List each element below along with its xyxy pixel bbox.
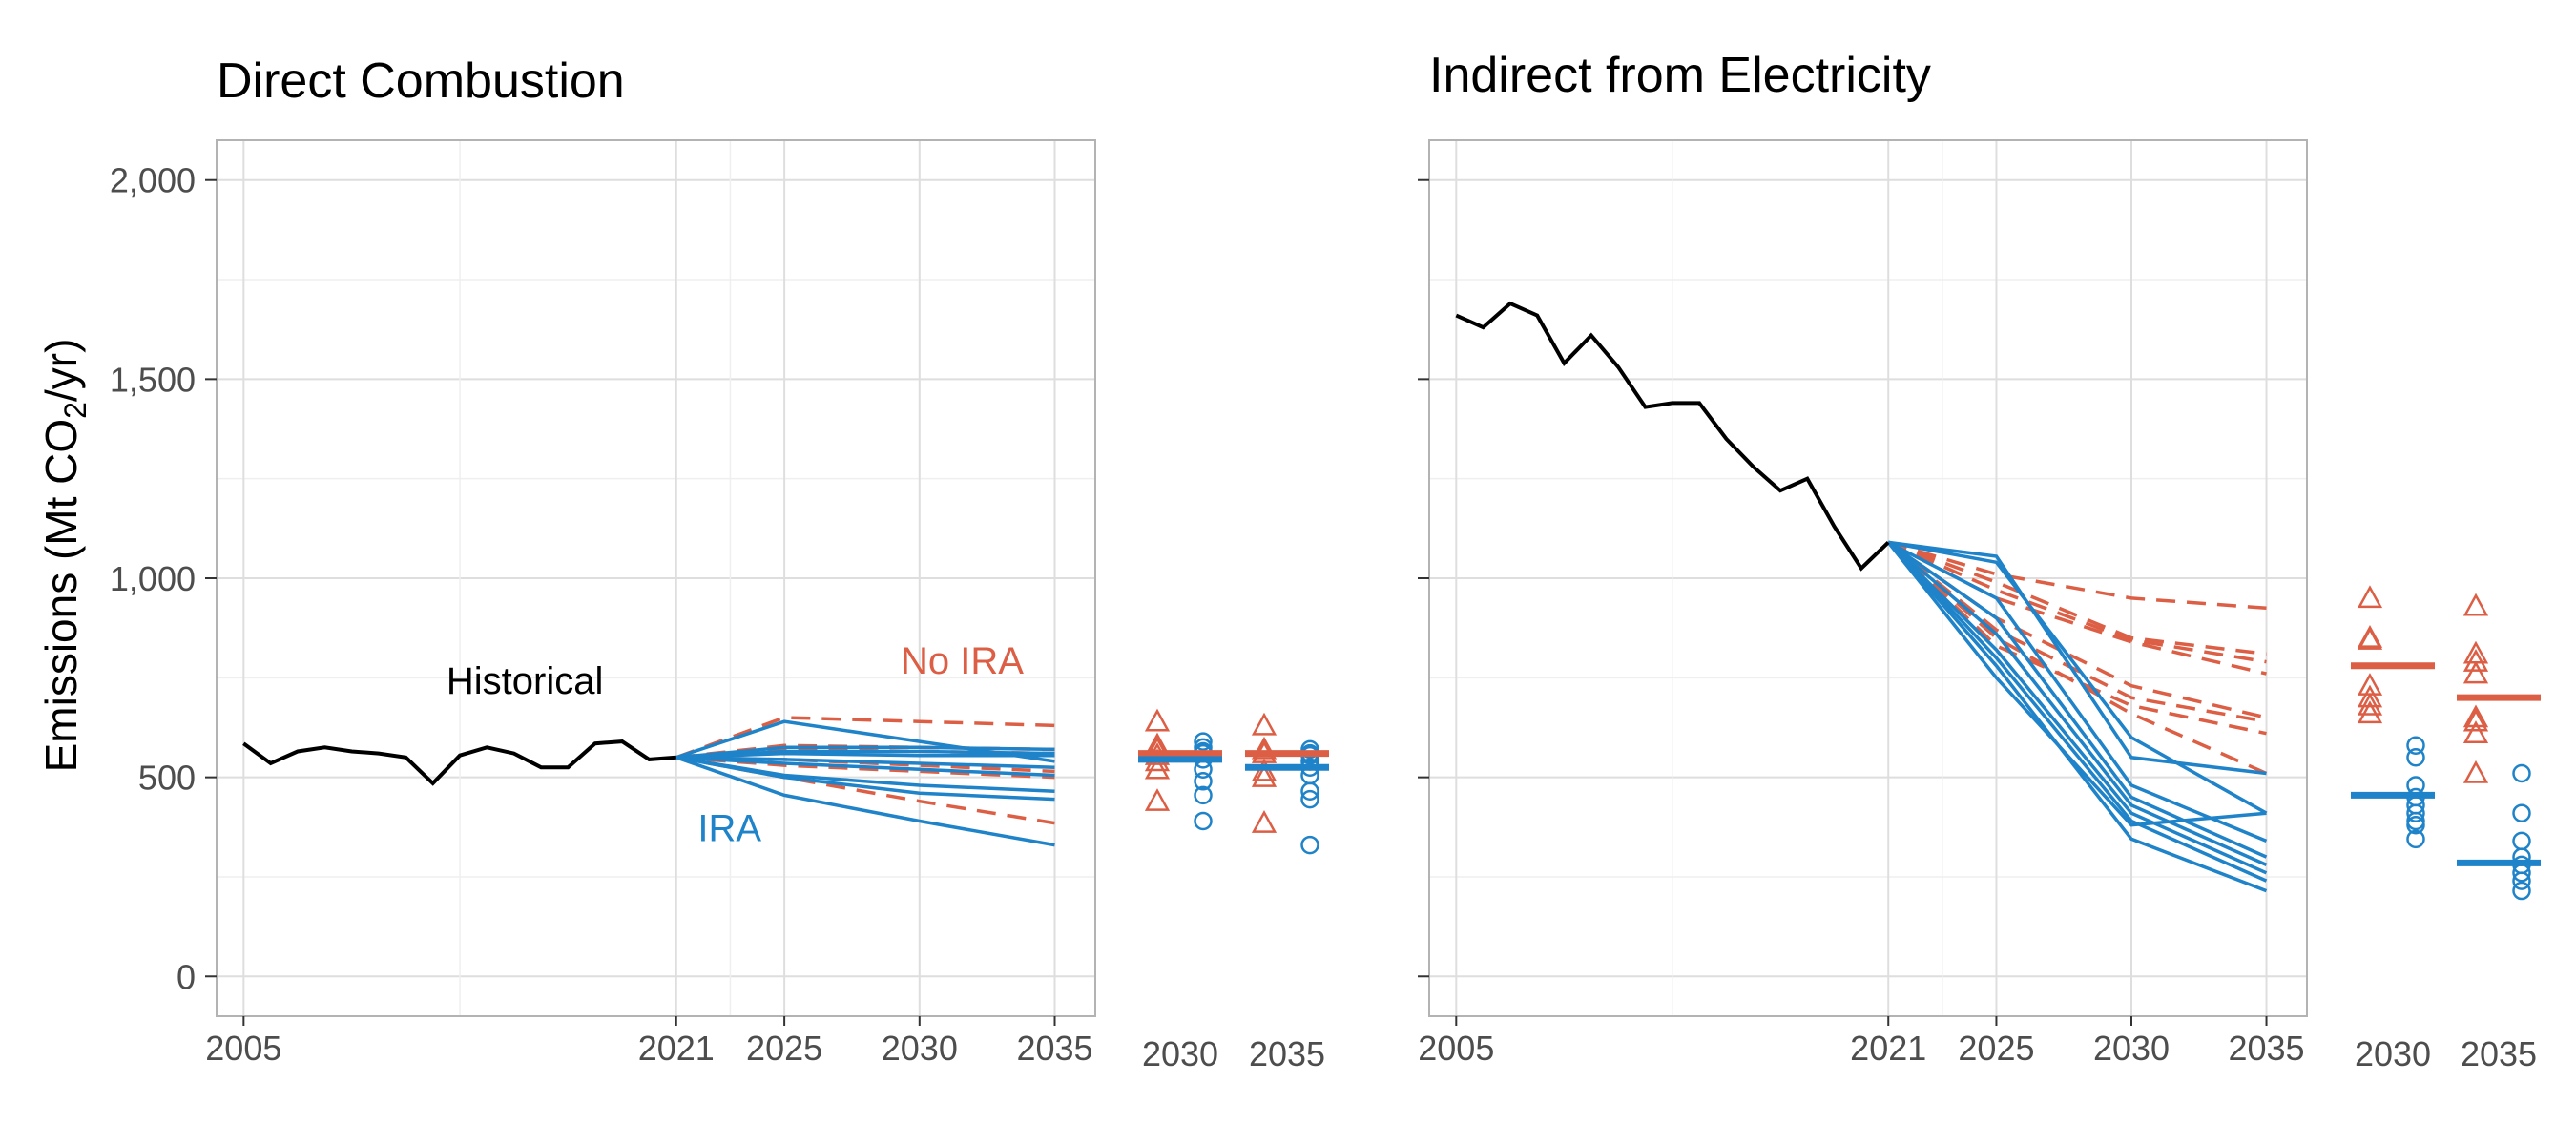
y-axis-label: Emissions (Mt CO2/yr) bbox=[36, 339, 93, 773]
ira-circle bbox=[1194, 732, 1213, 751]
ira-line bbox=[675, 756, 1055, 847]
no-ira-triangle bbox=[1251, 764, 1278, 787]
ira-line bbox=[1887, 540, 2268, 815]
axes: 2005 2021 2025 2030 2035 bbox=[1418, 178, 2305, 1068]
summary-year-label: 2030 bbox=[2355, 1034, 2431, 1073]
series bbox=[1455, 301, 2268, 893]
ira-circle bbox=[1300, 781, 1319, 801]
no-ira-line bbox=[675, 756, 1055, 774]
no-ira-line bbox=[675, 756, 1055, 780]
summary-2030: 2030 bbox=[2351, 585, 2435, 1073]
summary-year-label: 2030 bbox=[1142, 1034, 1218, 1073]
ira-line bbox=[1886, 541, 2268, 875]
summary-2030: 2030 bbox=[1138, 708, 1222, 1073]
y-tick-label: 0 bbox=[177, 957, 196, 996]
y-tick-label: 2,000 bbox=[110, 161, 196, 200]
no-ira-triangle bbox=[2462, 649, 2489, 672]
no-ira-triangle bbox=[1144, 788, 1171, 811]
no-ira-triangle bbox=[2462, 760, 2489, 783]
no-ira-triangle bbox=[2357, 700, 2383, 724]
ira-circle bbox=[1194, 772, 1213, 791]
ira-circle bbox=[1194, 811, 1213, 831]
ira-circle bbox=[1300, 835, 1319, 855]
no-ira-line bbox=[1887, 540, 2267, 676]
ira-line bbox=[1887, 541, 2268, 867]
no-ira-triangle bbox=[1251, 736, 1278, 760]
x-tick-label: 2030 bbox=[2093, 1029, 2170, 1068]
no-ira-triangle bbox=[2357, 692, 2383, 716]
y-tick-label: 1,500 bbox=[110, 360, 196, 399]
ira-circle bbox=[1300, 789, 1319, 809]
panel-title-indirect-electricity: Indirect from Electricity bbox=[1429, 48, 1931, 103]
ira-line bbox=[1886, 541, 2267, 827]
x-tick-label: 2021 bbox=[638, 1029, 715, 1068]
x-tick-label: 2005 bbox=[1418, 1029, 1494, 1068]
ira-circle bbox=[1194, 785, 1213, 805]
annotation-ira: IRA bbox=[697, 807, 761, 849]
annotation-historical: Historical bbox=[447, 660, 603, 702]
x-tick-label: 2035 bbox=[1016, 1029, 1092, 1068]
no-ira-triangle bbox=[2462, 660, 2489, 684]
no-ira-line bbox=[1887, 540, 2267, 611]
grid bbox=[1429, 140, 2307, 1016]
ira-line bbox=[675, 756, 1055, 802]
summary-year-label: 2035 bbox=[1249, 1034, 1325, 1073]
no-ira-triangle bbox=[2462, 593, 2489, 616]
no-ira-triangle bbox=[2357, 585, 2383, 609]
summary-2035: 2035 bbox=[2457, 593, 2541, 1073]
summary-year-label: 2035 bbox=[2461, 1034, 2537, 1073]
ira-circle bbox=[2512, 831, 2531, 851]
ira-line bbox=[675, 751, 1055, 760]
annotation-no-ira: No IRA bbox=[901, 640, 1024, 682]
ira-circle bbox=[2512, 803, 2531, 822]
ira-line bbox=[675, 745, 1055, 760]
no-ira-line bbox=[1887, 540, 2267, 664]
no-ira-triangle bbox=[2357, 627, 2383, 650]
no-ira-line bbox=[1887, 540, 2267, 656]
axes: 0 500 1,000 1,500 2,000 2005 2021 2025 2030 2035 bbox=[110, 161, 1093, 1068]
panel-direct-combustion: Direct Combustion 0 500 1,000 1,500 2,000 200… bbox=[110, 53, 1329, 1073]
ira-circle bbox=[2406, 736, 2425, 756]
no-ira-triangle bbox=[2462, 704, 2489, 728]
no-ira-line bbox=[675, 716, 1055, 760]
ira-circle bbox=[2406, 803, 2425, 822]
historical-line bbox=[242, 739, 676, 786]
no-ira-triangle bbox=[1144, 756, 1171, 780]
ira-circle bbox=[2406, 829, 2425, 849]
ira-line bbox=[1887, 540, 2268, 843]
no-ira-triangle bbox=[2357, 684, 2383, 708]
x-tick-label: 2025 bbox=[1958, 1029, 2034, 1068]
ira-circle bbox=[2512, 763, 2531, 783]
ira-circle bbox=[2406, 815, 2425, 835]
y-tick-label: 500 bbox=[138, 759, 196, 798]
x-tick-label: 2035 bbox=[2228, 1029, 2304, 1068]
x-tick-label: 2005 bbox=[205, 1029, 281, 1068]
ira-line bbox=[675, 756, 1055, 778]
x-tick-label: 2025 bbox=[746, 1029, 822, 1068]
no-ira-triangle bbox=[1251, 712, 1278, 736]
no-ira-triangle bbox=[2462, 720, 2489, 743]
y-tick-label: 1,000 bbox=[110, 559, 196, 598]
historical-line bbox=[1455, 301, 1890, 572]
no-ira-triangle bbox=[2462, 708, 2489, 732]
ira-circle bbox=[2512, 881, 2531, 901]
panel-title-direct-combustion: Direct Combustion bbox=[217, 53, 625, 109]
series bbox=[242, 716, 1055, 847]
ira-circle bbox=[2406, 748, 2425, 767]
no-ira-triangle bbox=[1251, 810, 1278, 833]
no-ira-line bbox=[675, 756, 1055, 825]
x-tick-label: 2030 bbox=[882, 1029, 958, 1068]
no-ira-triangle bbox=[1144, 708, 1171, 732]
panel-indirect-electricity: Indirect from Electricity 2005 2021 2025 20… bbox=[1418, 48, 2541, 1073]
summary-2035: 2035 bbox=[1245, 712, 1329, 1073]
ira-line bbox=[1887, 540, 2268, 859]
ira-line bbox=[675, 756, 1055, 769]
ira-line bbox=[1887, 540, 2267, 776]
grid bbox=[217, 140, 1095, 1016]
ira-circle bbox=[2512, 871, 2531, 890]
ira-line bbox=[1886, 541, 2268, 883]
x-tick-label: 2021 bbox=[1850, 1029, 1926, 1068]
